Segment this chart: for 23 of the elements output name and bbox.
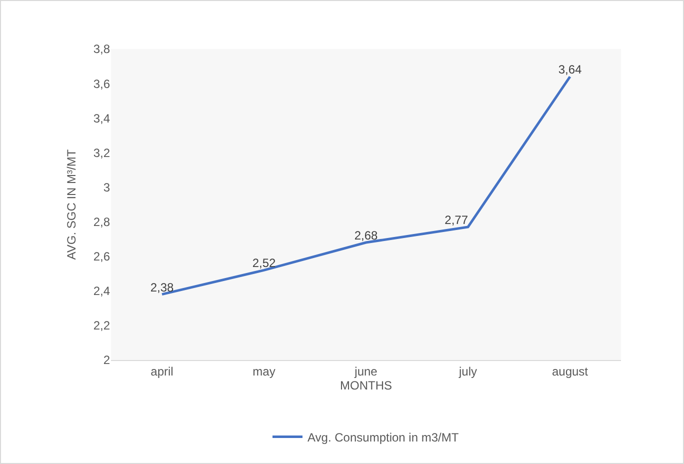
y-tick-label: 2,4 xyxy=(93,284,110,298)
data-label: 3,64 xyxy=(558,62,582,77)
y-tick-label: 2,6 xyxy=(93,250,110,264)
data-label: 2,38 xyxy=(150,280,174,294)
legend-label: Avg. Consumption in m3/MT xyxy=(308,430,460,444)
x-tick-label: july xyxy=(458,364,478,378)
x-axis-title: MONTHS xyxy=(340,378,392,392)
data-label: 2,77 xyxy=(444,212,468,227)
y-tick-label: 2,8 xyxy=(93,214,110,229)
y-tick-label: 3,4 xyxy=(93,111,110,126)
y-tick-label: 3,2 xyxy=(93,146,110,160)
y-axis-title: AVG. SGC IN M³/MT xyxy=(64,148,79,260)
y-tick-label: 3,6 xyxy=(93,76,110,91)
x-tick-label: august xyxy=(552,364,589,378)
x-tick-label: april xyxy=(150,364,174,378)
y-tick-label: 2 xyxy=(103,353,110,368)
y-tick-label: 2,2 xyxy=(93,318,110,333)
data-label: 2,68 xyxy=(354,228,378,243)
data-label: 2,52 xyxy=(252,256,276,270)
x-tick-label: may xyxy=(252,364,276,378)
y-tick-label: 3,8 xyxy=(93,42,110,56)
y-tick-label: 3 xyxy=(103,180,110,194)
x-tick-label: june xyxy=(354,364,378,378)
